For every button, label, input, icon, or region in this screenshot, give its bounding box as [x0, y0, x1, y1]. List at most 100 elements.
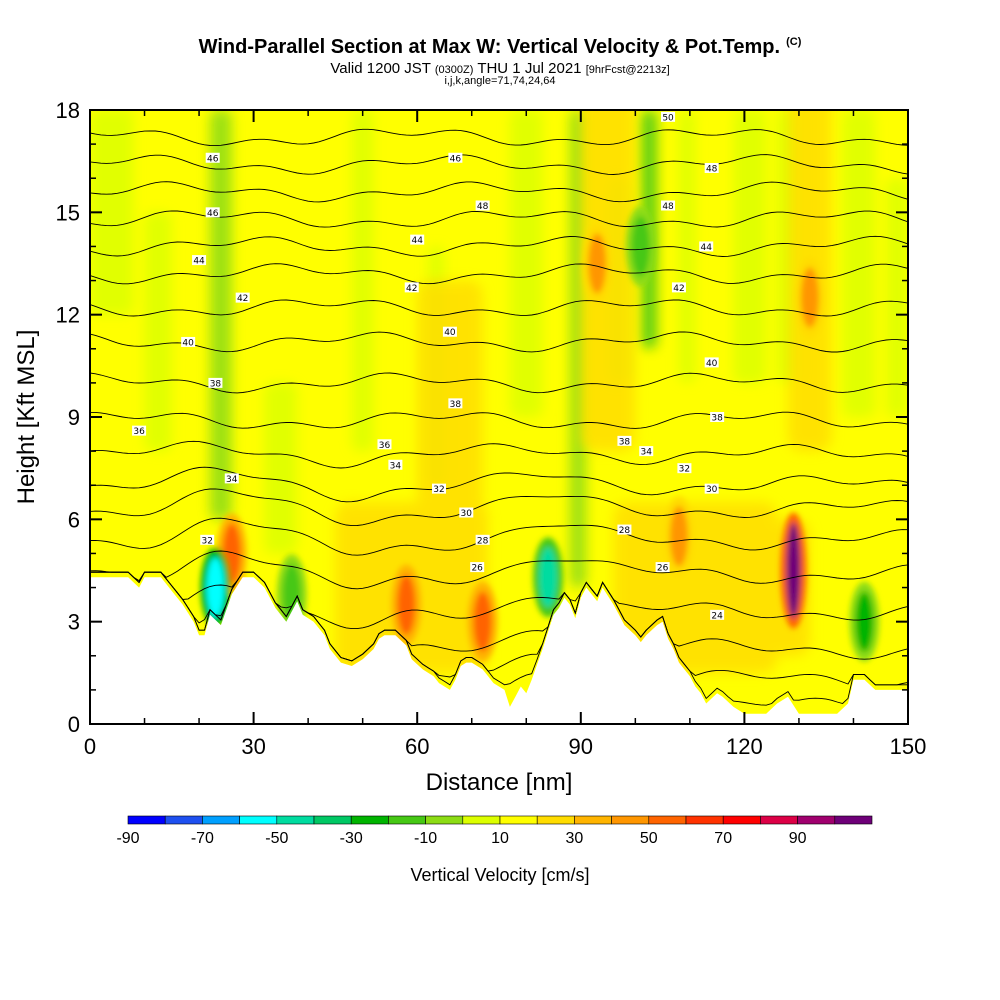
subsidence-band	[842, 110, 876, 417]
updraft-core	[473, 591, 492, 652]
contour-label: 38	[711, 414, 723, 424]
contour-label-bg	[710, 609, 725, 620]
contour-label-bg	[617, 524, 632, 535]
contour-label: 46	[207, 154, 219, 164]
x-tick-label: 0	[84, 734, 96, 759]
colorbar-swatch	[164, 815, 203, 825]
contour-label-bg	[655, 562, 670, 573]
contour-label-bg	[475, 200, 490, 211]
contour-label-bg	[181, 336, 196, 347]
colorbar-tick-label: -90	[116, 830, 139, 847]
vertical-velocity-field	[90, 110, 908, 724]
contour-label-bg	[470, 562, 485, 573]
contour-label: 46	[207, 209, 219, 219]
contour-label: 28	[477, 536, 489, 546]
contour-label-bg	[377, 439, 392, 450]
contour-label: 36	[133, 427, 145, 437]
contour-label-bg	[205, 207, 220, 218]
contour-label: 38	[210, 379, 222, 389]
isentrope-line	[90, 210, 908, 228]
contour-label-bg	[661, 200, 676, 211]
isentrope-line	[90, 235, 908, 257]
colorbar-title: Vertical Velocity [cm/s]	[410, 865, 589, 885]
colorbar-tick-label: -70	[191, 830, 214, 847]
x-axis-title: Distance [nm]	[426, 769, 573, 796]
contour-label-bg	[448, 152, 463, 163]
contour-label: 40	[444, 328, 456, 338]
chart-params: i,j,k,angle=71,74,24,64	[444, 75, 556, 87]
contour-label-bg	[192, 255, 207, 266]
colorbar-swatch	[722, 815, 761, 825]
contour-label: 26	[471, 564, 483, 574]
colorbar-swatch	[462, 815, 501, 825]
contour-label: 50	[662, 113, 674, 123]
isentrope-line	[90, 440, 908, 469]
contour-label-bg	[459, 507, 474, 518]
x-tick-label: 30	[241, 734, 265, 759]
contour-label: 32	[202, 536, 213, 546]
updraft-core	[588, 233, 607, 294]
contour-label-bg	[475, 534, 490, 545]
colorbar-tick-label: -10	[414, 830, 437, 847]
y-tick-label: 0	[68, 712, 80, 737]
colorbar-swatch	[388, 815, 426, 825]
colorbar-swatch	[685, 815, 724, 825]
contour-label: 28	[619, 526, 631, 536]
contour-label: 44	[411, 236, 423, 246]
contour-label: 42	[237, 294, 248, 304]
contour-label-bg	[442, 326, 457, 337]
isentrope-line	[90, 571, 908, 662]
colorbar-tick-label: -30	[340, 830, 363, 847]
colorbar-swatch	[202, 815, 240, 825]
contour-label-bg	[410, 234, 425, 245]
isentrope-line	[90, 488, 908, 527]
updraft-core	[669, 506, 688, 567]
contour-label: 34	[390, 461, 402, 471]
contour-label-bg	[208, 377, 223, 388]
colorbar: -90 -70 -50 -30 -10 10 30 50 70 90	[116, 815, 873, 847]
contour-label: 36	[379, 441, 391, 451]
contour-label: 40	[706, 359, 718, 369]
contour-label: 38	[619, 437, 631, 447]
subsidence-band	[509, 110, 543, 417]
downdraft-core	[539, 547, 558, 608]
contour-label-bg	[404, 282, 419, 293]
contour-label: 46	[450, 154, 462, 164]
updraft-core	[800, 267, 819, 328]
colorbar-swatch	[239, 815, 278, 825]
contour-label: 40	[182, 338, 194, 348]
subsidence-band	[264, 382, 298, 554]
isentrope-line	[90, 372, 908, 394]
subsidence-band	[678, 110, 696, 383]
chart-valid-time: Valid 1200 JST (0300Z) THU 1 Jul 2021 [9…	[330, 60, 670, 77]
y-tick-label: 12	[56, 303, 80, 328]
contour-label: 32	[679, 465, 690, 475]
contour-label: 48	[662, 202, 674, 212]
x-tick-label: 120	[726, 734, 763, 759]
colorbar-swatch	[648, 815, 687, 825]
colorbar-tick-label: 70	[714, 830, 732, 847]
contour-label-bg	[432, 483, 447, 494]
subsidence-band	[886, 178, 908, 417]
contour-label-bg	[448, 398, 463, 409]
subsidence-band	[351, 110, 374, 452]
contour-label: 34	[226, 475, 238, 485]
updraft-core	[786, 522, 801, 619]
y-tick-label: 6	[68, 507, 80, 532]
contour-label-bg	[704, 162, 719, 173]
contour-label: 42	[406, 284, 417, 294]
isentrope-line	[90, 154, 908, 175]
y-tick-label: 3	[68, 610, 80, 635]
downdraft-core	[631, 216, 650, 277]
y-tick-label: 18	[56, 98, 80, 123]
y-axis-title: Height [Kft MSL]	[13, 330, 40, 505]
colorbar-swatch	[611, 815, 650, 825]
updraft-core	[397, 574, 416, 635]
y-tick-label: 15	[56, 200, 80, 225]
contour-label: 42	[673, 284, 684, 294]
colorbar-swatch	[425, 815, 464, 825]
subsidence-band	[90, 110, 134, 315]
contour-label-bg	[704, 357, 719, 368]
colorbar-swatch	[574, 815, 612, 825]
